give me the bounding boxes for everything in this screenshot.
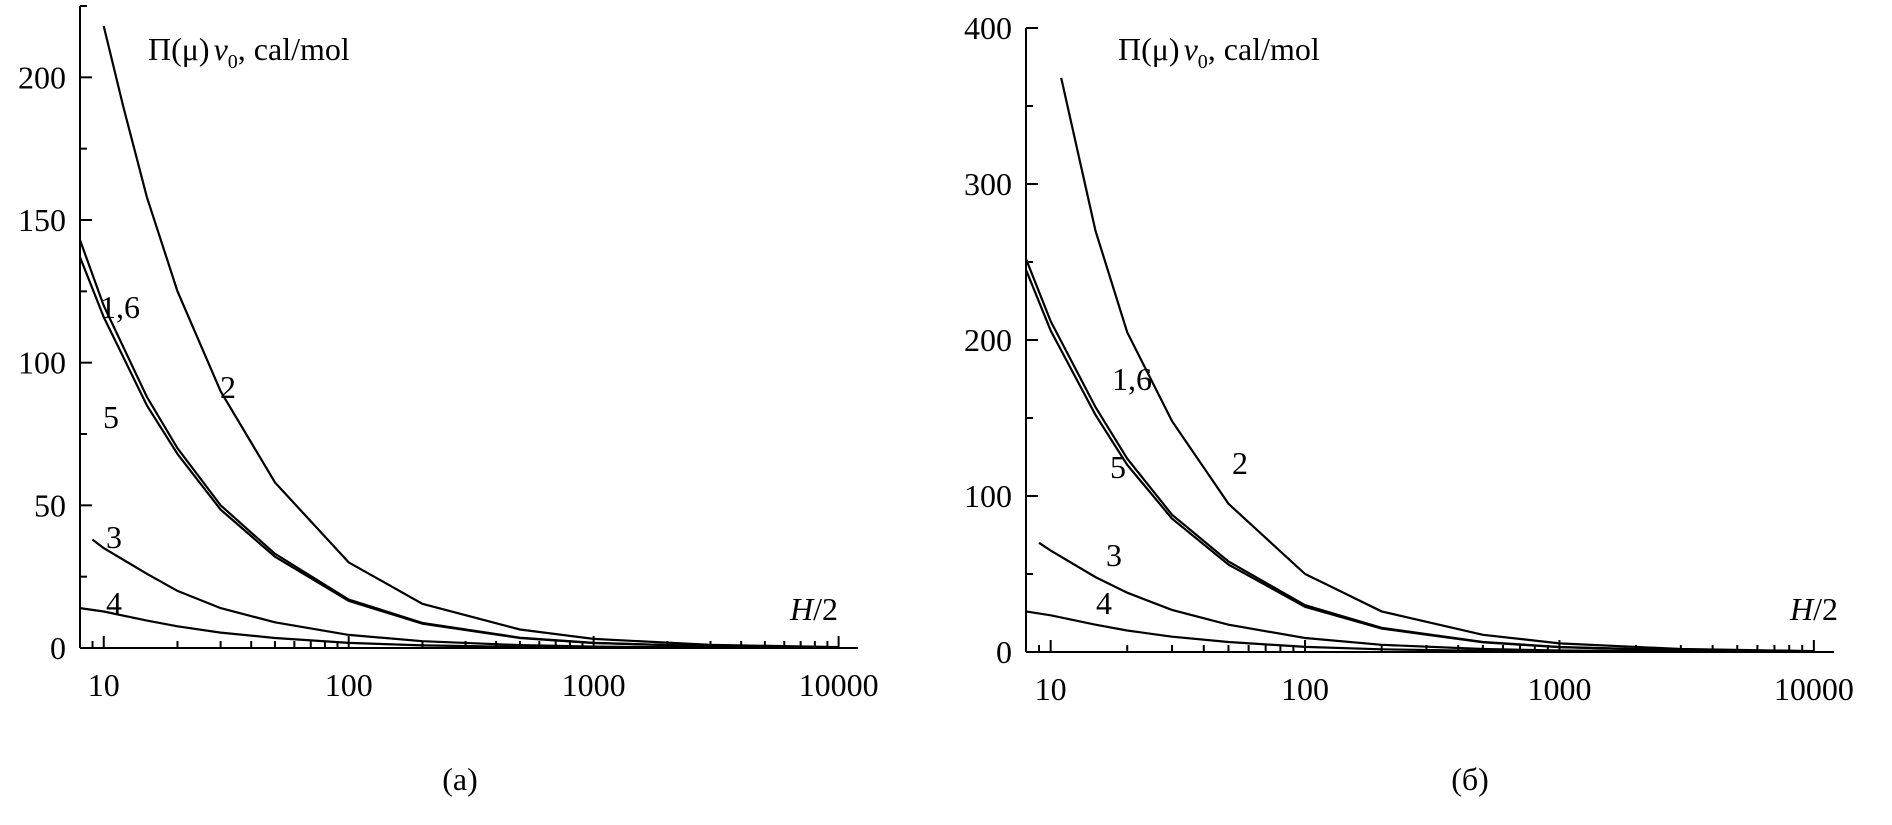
x-tick-label: 10000 <box>799 667 879 703</box>
y-axis-label: Π(μ) v0, cal/mol <box>1118 31 1320 73</box>
y-tick-label: 300 <box>964 166 1012 202</box>
panel-caption: (a) <box>442 761 478 797</box>
chart-panel-1: 0 50 100 150 200 10 100 1000 10000 2 1,6 5 3 4 Π(μ) v0,… <box>18 5 879 797</box>
x-tick-label: 10 <box>1035 671 1067 707</box>
curve-label-1-6: 1,6 <box>1112 361 1152 397</box>
series-line-4 <box>1025 610 1814 653</box>
x-tick-label: 1000 <box>1527 671 1591 707</box>
y-tick-label: 200 <box>18 59 66 95</box>
series-line-5 <box>1024 269 1814 653</box>
series-line-1-6 <box>78 239 839 649</box>
series-line-2 <box>1060 77 1814 653</box>
curve-label-2: 2 <box>1232 445 1248 481</box>
y-tick-label: 150 <box>18 202 66 238</box>
curve-label-3: 3 <box>106 519 122 555</box>
curve-label-1-6: 1,6 <box>100 289 140 325</box>
chart-panel-2: 0 100 200 300 400 10 100 1000 10000 2 1,6 5 3 4 Π(μ) v0… <box>964 10 1854 797</box>
y-tick-label: 200 <box>964 322 1012 358</box>
x-axis-label: H/2 <box>789 591 838 627</box>
panel-caption: (б) <box>1451 761 1489 797</box>
x-tick-label: 100 <box>325 667 373 703</box>
y-tick-label: 50 <box>34 487 66 523</box>
series-line-5 <box>78 256 839 649</box>
y-axis-label: Π(μ) v0, cal/mol <box>148 31 350 73</box>
curve-label-3: 3 <box>1106 537 1122 573</box>
curve-label-5: 5 <box>103 399 119 435</box>
curve-label-4: 4 <box>1096 585 1112 621</box>
x-tick-label: 10 <box>88 667 120 703</box>
y-tick-label: 0 <box>50 630 66 666</box>
x-tick-label: 1000 <box>562 667 626 703</box>
curve-label-5: 5 <box>1110 449 1126 485</box>
x-tick-label: 10000 <box>1774 671 1854 707</box>
y-tick-label: 100 <box>18 345 66 381</box>
series-line-1-6 <box>1024 258 1814 653</box>
series-line-4 <box>79 607 839 649</box>
x-tick-label: 100 <box>1281 671 1329 707</box>
curve-label-2: 2 <box>220 369 236 405</box>
y-tick-label: 0 <box>996 634 1012 670</box>
series-line-3 <box>91 538 839 649</box>
curve-label-4: 4 <box>106 585 122 621</box>
series-line-2 <box>102 25 839 649</box>
x-axis-label: H/2 <box>1789 591 1838 627</box>
y-tick-label: 100 <box>964 478 1012 514</box>
y-tick-label: 400 <box>964 10 1012 46</box>
